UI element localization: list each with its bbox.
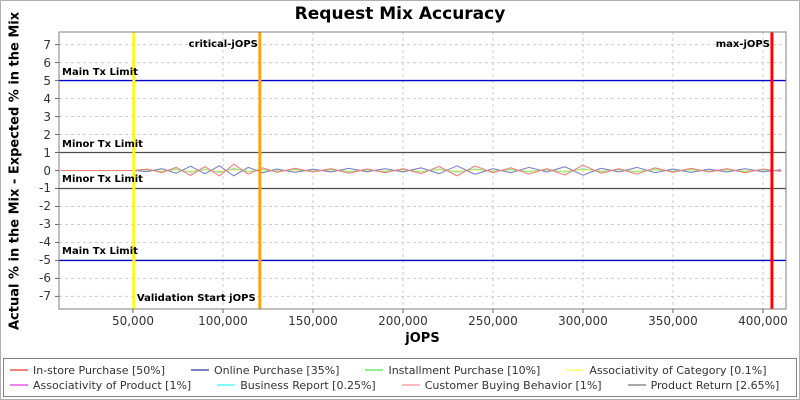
limit-label-main-tx-limit-5: Main Tx Limit [62,66,138,78]
legend-item-product-return-2-65: Product Return [2.65%] [627,378,780,392]
series-color-swatch [401,384,420,386]
x-tick-label-200-000: 200,000 [378,314,428,328]
y-tick-label-6: 6 [43,55,51,70]
series-color-swatch [190,369,209,371]
legend-item-business-report-0-25: Business Report [0.25%] [217,379,376,392]
x-tick-label-100-000: 100,000 [198,314,248,328]
series-color-swatch [217,384,236,386]
x-tick-label-350-000: 350,000 [648,314,698,328]
series-color-swatch [365,369,384,371]
y-tick-label-1: 1 [43,145,51,160]
legend-label: In-store Purchase [50%] [33,363,165,377]
y-tick-label-4: 4 [43,91,51,106]
series-color-swatch [10,369,28,371]
y-tick-label-5: 5 [43,73,51,88]
limit-label-minor-tx-limit-1: Minor Tx Limit [62,138,143,150]
x-tick-label-250-000: 250,000 [468,314,518,328]
y-tick-label-3: 3 [43,109,51,124]
legend-item-in-store-purchase-50: In-store Purchase [50%] [10,364,165,377]
y-tick-label--1: -1 [39,181,51,196]
series-line-in-store-purchase-50 [61,163,782,177]
legend-label: Customer Buying Behavior [1%] [424,378,602,392]
legend-label: Installment Purchase [10%] [388,363,541,377]
legend-item-associativity-of-product-1: Associativity of Product [1%] [10,379,191,392]
legend: In-store Purchase [50%] Online Purchase [… [3,358,797,397]
marker-label-critical-jops: critical-jOPS [188,39,258,50]
limit-label-main-tx-limit--5: Main Tx Limit [62,246,138,258]
x-tick-label-50-000: 50,000 [111,314,154,328]
legend-item-online-purchase-35: Online Purchase [35%] [190,363,340,377]
y-tick-label--3: -3 [39,217,51,232]
legend-label: Business Report [0.25%] [240,378,376,392]
series-line-installment-purchase-10 [61,167,782,174]
series-color-swatch [10,384,28,386]
legend-label: Online Purchase [35%] [213,363,340,377]
y-tick-label--5: -5 [39,253,51,268]
x-tick-label-400-000: 400,000 [738,314,788,328]
series-line-online-purchase-35 [61,165,782,177]
y-tick-label--2: -2 [39,199,51,214]
y-tick-label-0: 0 [43,163,51,178]
series-color-swatch [627,384,646,386]
plot-canvas [55,31,787,313]
chart-title: Request Mix Accuracy [294,4,506,24]
y-tick-label--7: -7 [39,289,51,304]
x-axis-title: jOPS [405,331,440,346]
limit-label-minor-tx-limit--1: Minor Tx Limit [62,174,143,186]
legend-row-2: Associativity of Product [1%] Business Re… [10,379,790,392]
legend-item-installment-purchase-10: Installment Purchase [10%] [365,364,540,377]
series-color-swatch [566,369,585,371]
legend-label: Associativity of Category [0.1%] [589,363,767,377]
y-tick-label-2: 2 [43,127,51,142]
legend-label: Product Return [2.65%] [650,378,780,392]
legend-item-associativity-of-category-0-1: Associativity of Category [0.1%] [566,363,767,377]
marker-label-validation-start-jops: Validation Start jOPS [136,293,256,304]
marker-label-max-jops: max-jOPS [715,39,770,50]
y-tick-label-7: 7 [43,37,51,52]
legend-label: Associativity of Product [1%] [33,378,192,392]
plot-region: Actual % in the Mix - Expected % in the … [1,1,799,356]
y-tick-label--6: -6 [39,271,51,286]
legend-item-customer-buying-behavior-1: Customer Buying Behavior [1%] [401,378,602,392]
x-tick-label-300-000: 300,000 [558,314,608,328]
legend-row-1: In-store Purchase [50%] Online Purchase [… [10,364,790,377]
x-tick-label-150-000: 150,000 [288,314,338,328]
y-tick-label--4: -4 [39,235,51,250]
